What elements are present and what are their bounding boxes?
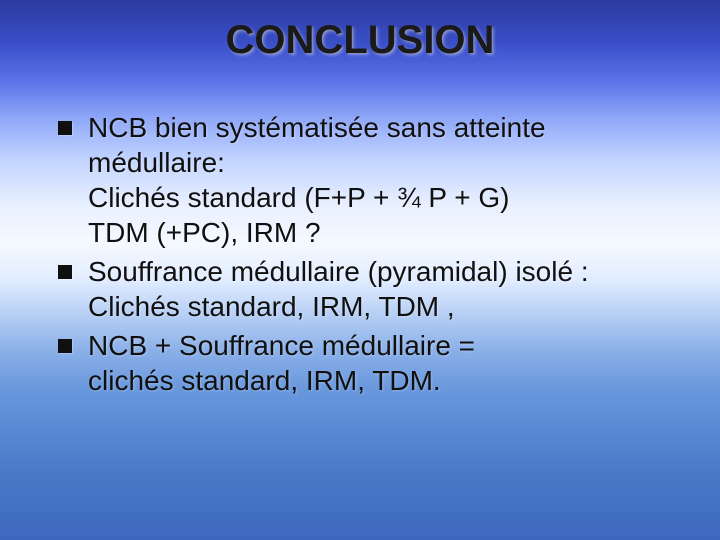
bullet-square-icon (58, 339, 72, 353)
bullet-line: Clichés standard (F+P + ¾ P + G) (88, 180, 680, 215)
slide-body: NCB bien systématisée sans atteinte médu… (58, 110, 680, 402)
slide-title: CONCLUSION (0, 18, 720, 63)
bullet-line: Souffrance médullaire (pyramidal) isolé … (88, 254, 680, 289)
bullet-line: clichés standard, IRM, TDM. (88, 363, 680, 398)
bullet-item: NCB bien systématisée sans atteinte médu… (58, 110, 680, 250)
bullet-line: TDM (+PC), IRM ? (88, 215, 680, 250)
bullet-line: NCB + Souffrance médullaire = (88, 328, 680, 363)
bullet-text: NCB + Souffrance médullaire = clichés st… (88, 328, 680, 398)
bullet-line: NCB bien systématisée sans atteinte (88, 110, 680, 145)
bullet-text: NCB bien systématisée sans atteinte médu… (88, 110, 680, 250)
bullet-item: Souffrance médullaire (pyramidal) isolé … (58, 254, 680, 324)
bullet-line: Clichés standard, IRM, TDM , (88, 289, 680, 324)
bullet-line: médullaire: (88, 145, 680, 180)
bullet-item: NCB + Souffrance médullaire = clichés st… (58, 328, 680, 398)
bullet-square-icon (58, 265, 72, 279)
bullet-square-icon (58, 121, 72, 135)
bullet-text: Souffrance médullaire (pyramidal) isolé … (88, 254, 680, 324)
slide: CONCLUSION NCB bien systématisée sans at… (0, 0, 720, 540)
